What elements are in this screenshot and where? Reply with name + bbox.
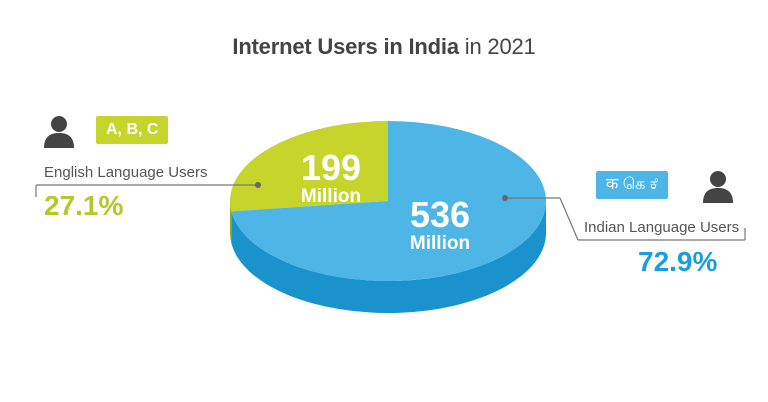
english-users-label: English Language Users	[44, 164, 208, 181]
chart-title: Internet Users in India in 2021	[232, 34, 536, 59]
slice-value-unit: Million	[409, 233, 471, 254]
english-users-percent: 27.1%	[44, 190, 124, 221]
pie-slice-indian	[231, 121, 546, 282]
slice-value-number: 199	[300, 147, 362, 188]
indian-letters-bubble: क கெ ಕೆ	[596, 171, 668, 199]
leader-dot-english	[255, 182, 261, 188]
pie-slice-side-english	[230, 201, 232, 244]
pie-slice-side-indian	[231, 201, 547, 314]
slice-value-unit: Million	[300, 186, 362, 207]
user-icon	[44, 116, 74, 148]
slice-value-english: 199 Million	[276, 150, 386, 208]
indian-users-percent: 72.9%	[638, 246, 718, 277]
pie-slice-english	[230, 121, 388, 212]
english-letters-bubble: A, B, C	[96, 116, 169, 144]
leader-dot-indian	[502, 195, 508, 201]
slice-value-indian: 536 Million	[385, 197, 495, 255]
slice-value-number: 536	[409, 194, 471, 235]
user-icon	[703, 171, 733, 203]
indian-users-label: Indian Language Users	[584, 219, 740, 236]
leader-line-indian	[559, 197, 579, 241]
